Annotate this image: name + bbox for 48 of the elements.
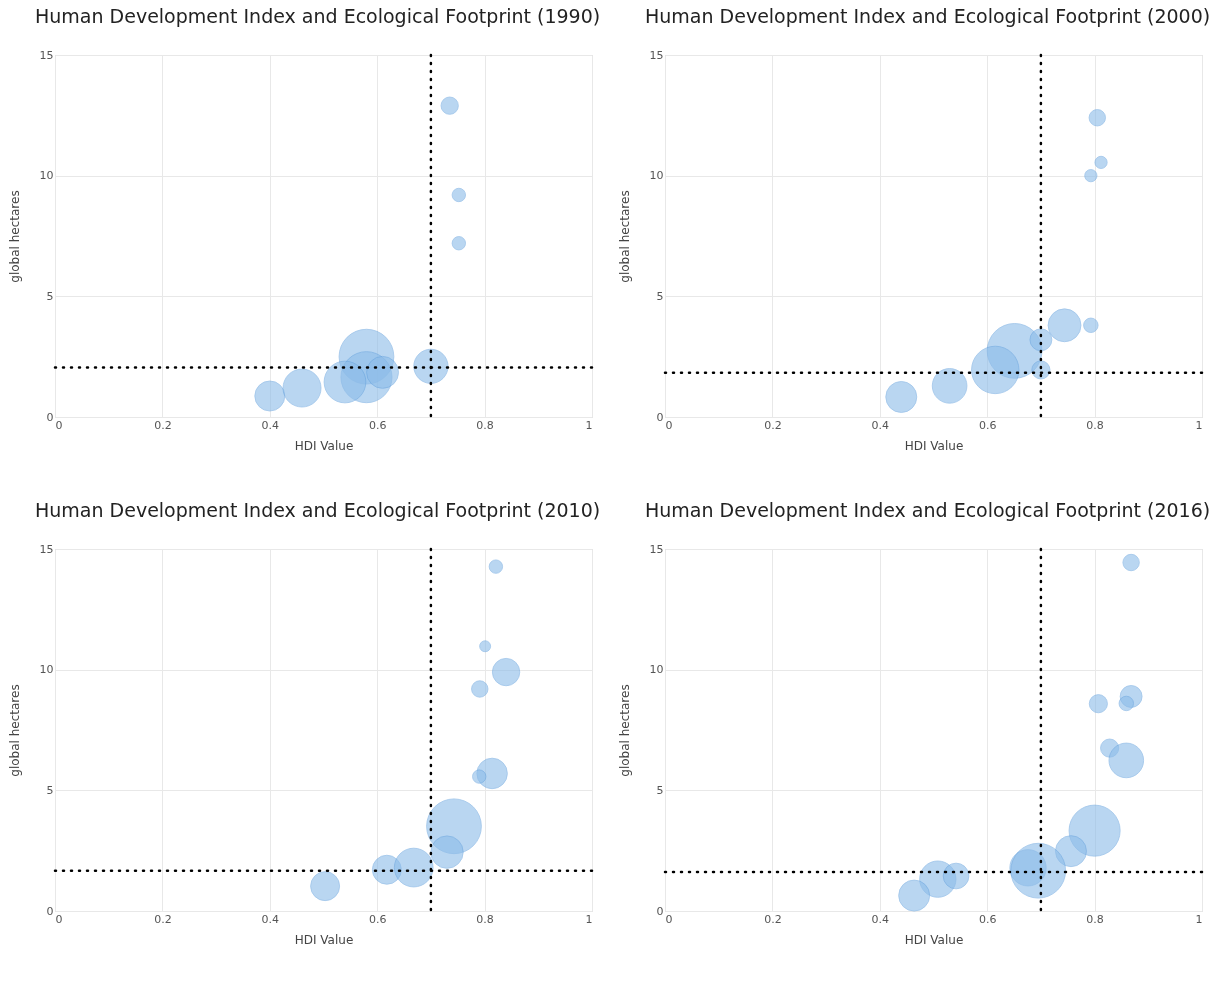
x-axis-title: HDI Value — [904, 932, 964, 947]
x-tick-label: 0.4 — [261, 912, 280, 926]
y-tick-label: 10 — [649, 663, 664, 677]
x-tick-label: 1 — [585, 418, 593, 432]
x-axis-title: HDI Value — [904, 438, 964, 453]
x-tick-label: 1 — [585, 912, 593, 926]
x-tick-label: 0.6 — [978, 912, 997, 926]
y-axis-title: global hectares — [7, 190, 22, 283]
chart-title: Human Development Index and Ecological Footprint (2010) — [35, 499, 601, 521]
y-tick-label: 5 — [46, 783, 54, 797]
x-axis-title: HDI Value — [294, 438, 354, 453]
y-tick-label: 5 — [656, 289, 664, 303]
y-tick-label: 5 — [656, 783, 664, 797]
chart-title: Human Development Index and Ecological Footprint (2000) — [645, 5, 1211, 27]
x-tick-label: 0.8 — [1086, 912, 1104, 926]
x-tick-label: 0 — [665, 912, 673, 926]
x-tick-label: 0.8 — [1086, 418, 1104, 432]
y-tick-label: 15 — [39, 48, 54, 62]
x-tick-label: 0.6 — [368, 912, 387, 926]
chart-title: Human Development Index and Ecological Footprint (1990) — [35, 5, 601, 27]
x-tick-label: 0.6 — [368, 418, 387, 432]
y-axis-title: global hectares — [617, 190, 632, 283]
x-tick-label: 0.4 — [871, 418, 890, 432]
y-tick-label: 10 — [649, 169, 664, 183]
x-tick-label: 1 — [1195, 418, 1203, 432]
x-tick-label: 0.4 — [261, 418, 280, 432]
y-tick-label: 5 — [46, 289, 54, 303]
x-axis-title: HDI Value — [294, 932, 354, 947]
x-tick-label: 1 — [1195, 912, 1203, 926]
x-tick-label: 0.2 — [154, 912, 172, 926]
y-axis-title: global hectares — [617, 684, 632, 777]
x-tick-label: 0 — [665, 418, 673, 432]
x-tick-label: 0.2 — [764, 912, 782, 926]
x-tick-label: 0 — [55, 912, 63, 926]
x-tick-label: 0.2 — [764, 418, 782, 432]
chart-title: Human Development Index and Ecological Footprint (2016) — [645, 499, 1211, 521]
x-tick-label: 0 — [55, 418, 63, 432]
y-tick-label: 10 — [39, 169, 54, 183]
x-tick-label: 0.4 — [871, 912, 890, 926]
y-tick-label: 15 — [39, 542, 54, 556]
x-tick-label: 0.8 — [476, 418, 494, 432]
y-tick-label: 15 — [649, 48, 664, 62]
x-tick-label: 0.8 — [476, 912, 494, 926]
y-tick-label: 15 — [649, 542, 664, 556]
y-tick-label: 10 — [39, 663, 54, 677]
y-axis-title: global hectares — [7, 684, 22, 777]
x-tick-label: 0.2 — [154, 418, 172, 432]
x-tick-label: 0.6 — [978, 418, 997, 432]
